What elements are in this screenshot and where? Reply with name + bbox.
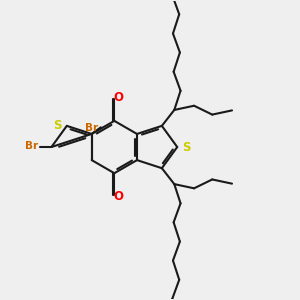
Text: S: S	[53, 119, 61, 132]
Text: O: O	[113, 190, 123, 202]
Text: O: O	[113, 92, 123, 104]
Text: Br: Br	[25, 141, 38, 151]
Text: S: S	[183, 140, 191, 154]
Text: Br: Br	[85, 123, 98, 133]
